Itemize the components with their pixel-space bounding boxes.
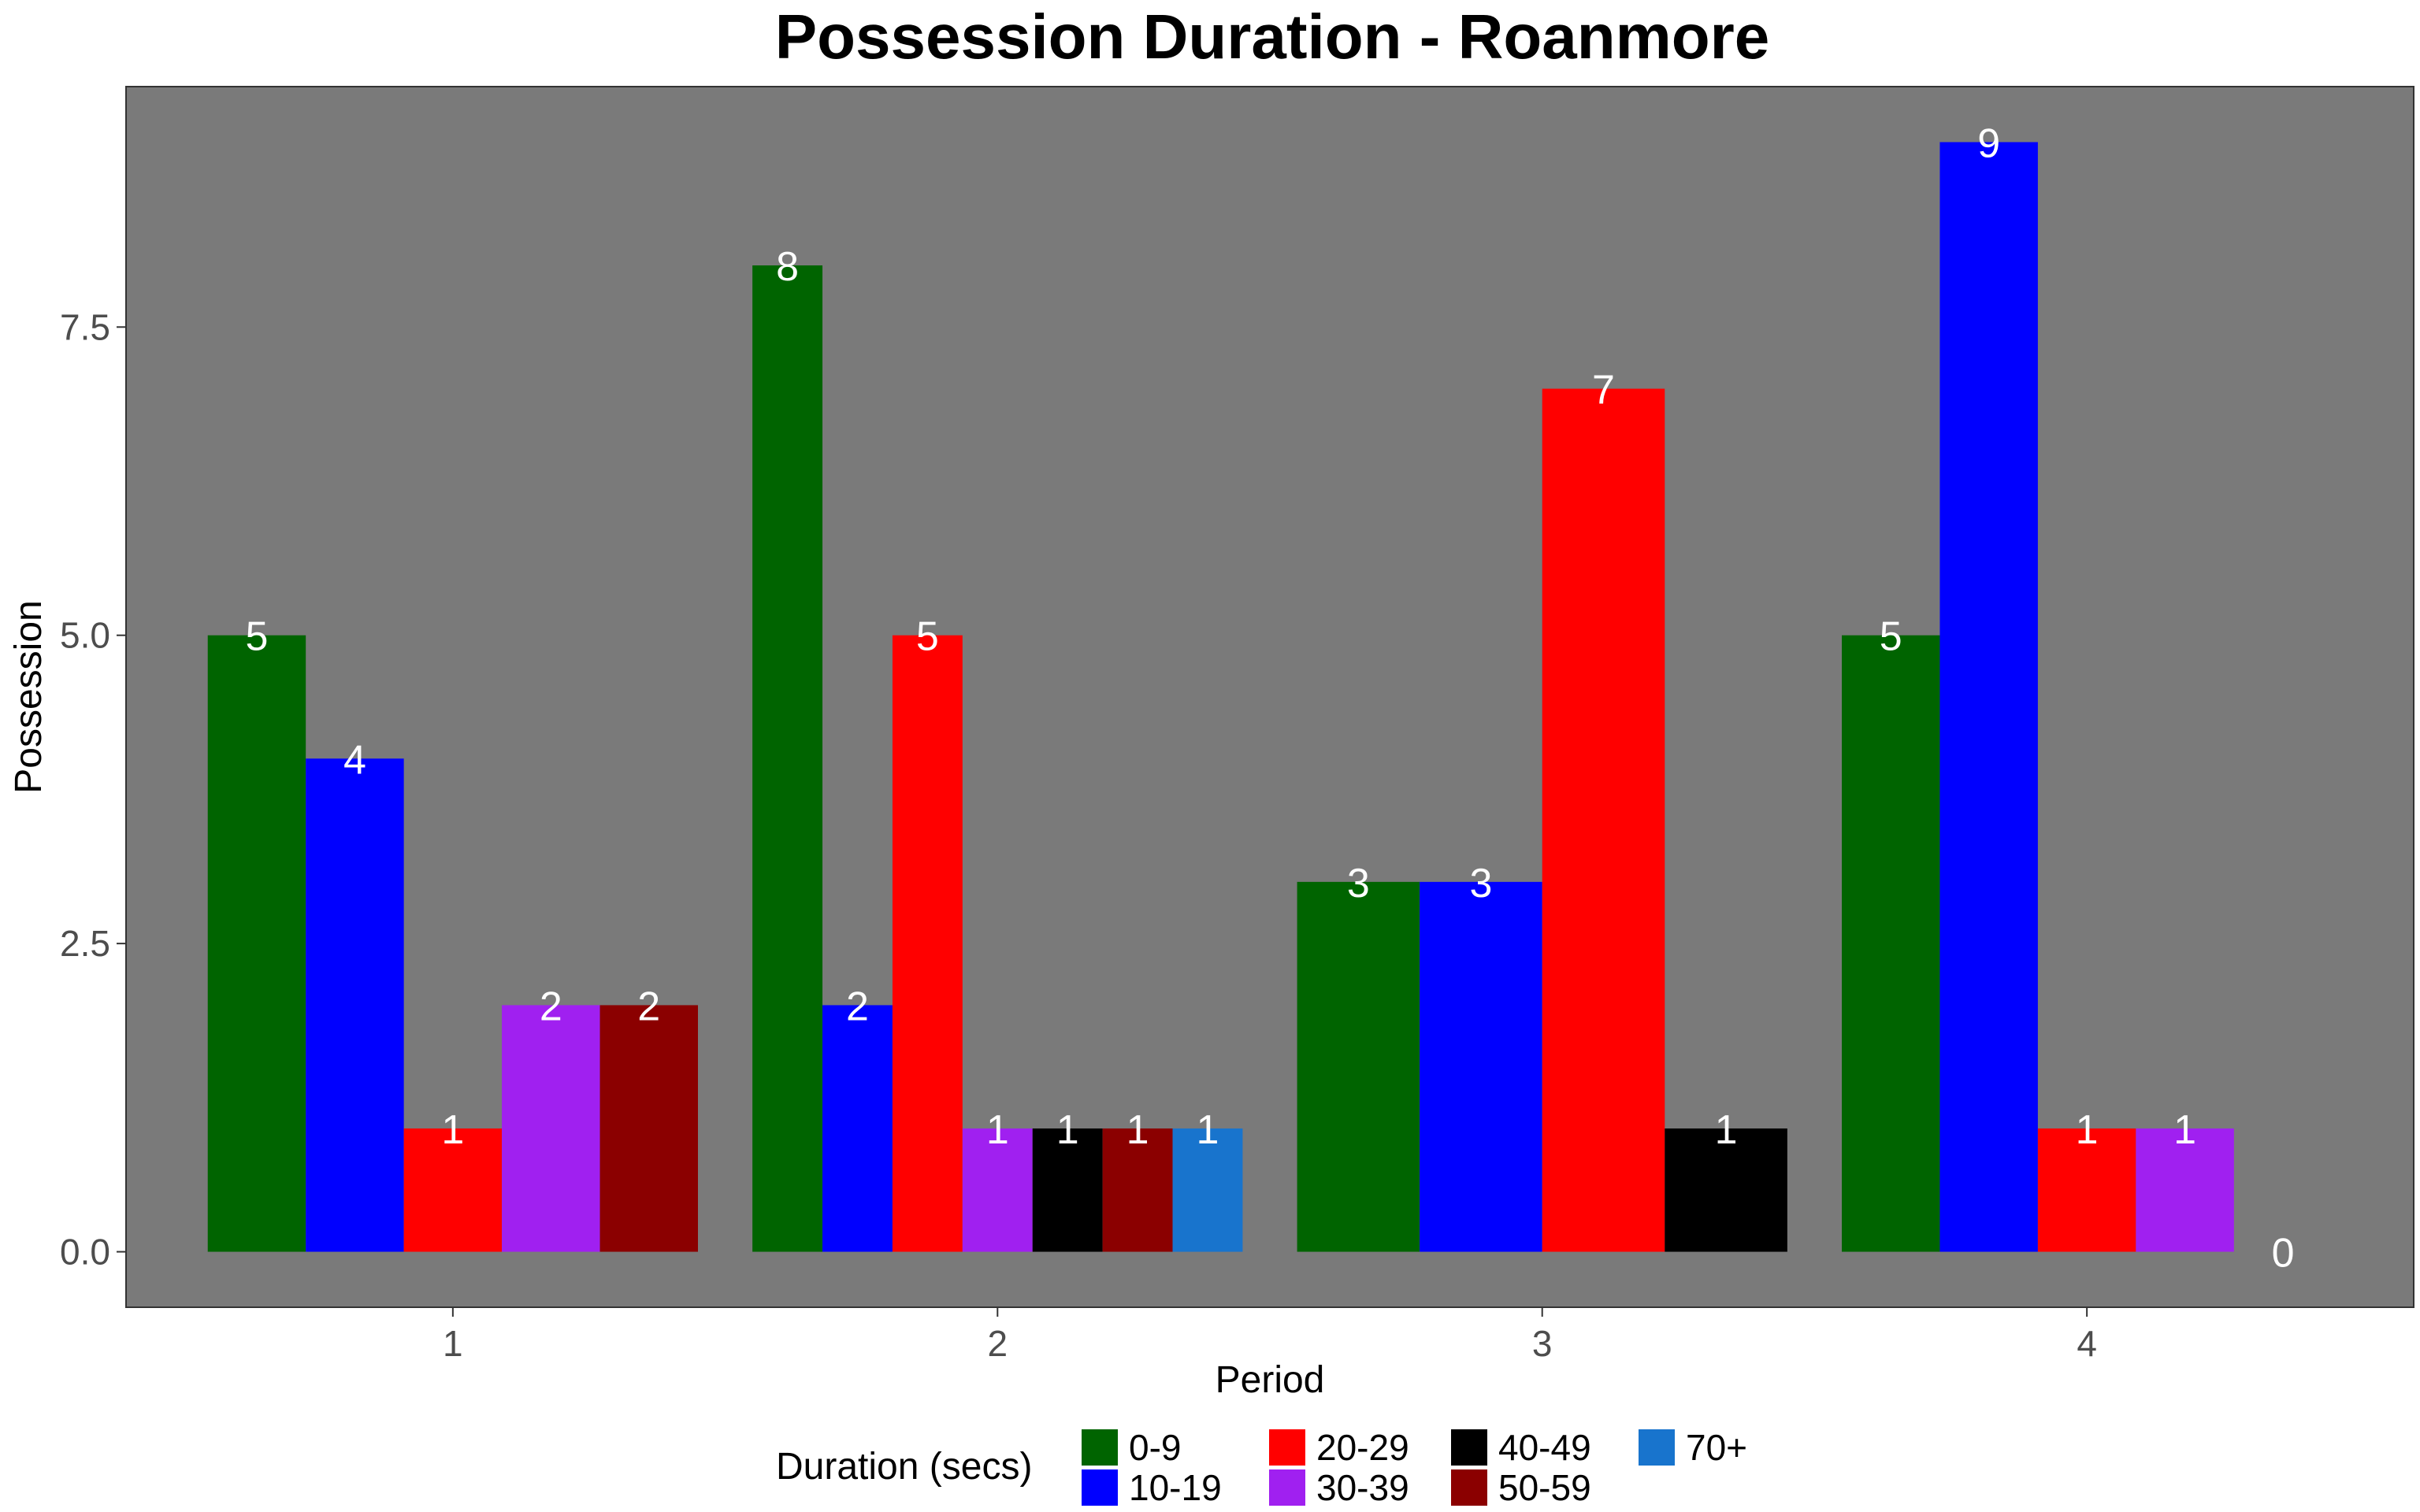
bar-period-3-0-9 — [1297, 881, 1420, 1252]
legend-label: 30-39 — [1316, 1467, 1409, 1508]
chart-title: Possession Duration - Roanmore — [775, 2, 1769, 72]
y-axis: 0.0 2.5 5.0 7.5 — [60, 306, 126, 1273]
y-axis-title: Possession — [8, 600, 50, 793]
bar-period-4-30-39 — [2136, 1128, 2234, 1252]
legend-label: 70+ — [1686, 1427, 1747, 1468]
x-tick-label: 3 — [1532, 1323, 1553, 1364]
x-axis: 1 2 3 4 — [443, 1307, 2097, 1364]
bar-value-label: 1 — [441, 1107, 464, 1153]
bar-value-label: 4 — [343, 737, 366, 783]
bar-value-label: 0 — [2272, 1231, 2295, 1277]
bar-value-label: 5 — [916, 614, 939, 660]
bar-value-label: 1 — [1197, 1107, 1219, 1153]
legend-key — [1451, 1469, 1487, 1506]
bar-period-3-40-49 — [1665, 1128, 1787, 1252]
bar-period-1-0-9 — [207, 635, 306, 1252]
bar-value-label: 1 — [2173, 1107, 2196, 1153]
legend-key — [1269, 1429, 1305, 1466]
bar-period-2-20-29 — [892, 635, 963, 1252]
bar-period-2-0-9 — [752, 265, 823, 1252]
legend-key — [1082, 1469, 1118, 1506]
legend-key — [1269, 1469, 1305, 1506]
bar-period-2-40-49 — [1032, 1128, 1103, 1252]
bar-period-4-0-9 — [1842, 635, 1940, 1252]
x-tick-label: 4 — [2077, 1323, 2097, 1364]
bar-period-2-10-19 — [822, 1005, 893, 1252]
bar-period-2-30-39 — [962, 1128, 1033, 1252]
bar-period-3-10-19 — [1420, 881, 1542, 1252]
legend-label: 40-49 — [1498, 1427, 1591, 1468]
bar-period-4-10-19 — [1939, 142, 2038, 1252]
bar-value-label: 9 — [1977, 120, 2000, 166]
x-tick-label: 2 — [987, 1323, 1008, 1364]
bar-period-2-50-59 — [1102, 1128, 1173, 1252]
x-tick-label: 1 — [443, 1323, 463, 1364]
legend-label: 0-9 — [1129, 1427, 1181, 1468]
bar-value-label: 1 — [1056, 1107, 1079, 1153]
bar-period-4-20-29 — [2037, 1128, 2136, 1252]
plot-panel — [125, 86, 2414, 1308]
bar-value-label: 1 — [986, 1107, 1009, 1153]
bar-period-3-20-29 — [1542, 388, 1665, 1252]
legend-key — [1082, 1429, 1118, 1466]
y-tick-label: 0.0 — [60, 1232, 110, 1273]
bar-value-label: 2 — [540, 984, 562, 1029]
y-tick-label: 2.5 — [60, 923, 110, 964]
legend-label: 50-59 — [1498, 1467, 1591, 1508]
bar-labels-layer: 5 4 1 2 2 8 2 5 1 1 1 1 3 3 7 1 5 9 1 1 0 — [245, 120, 2294, 1276]
x-axis-title: Period — [1216, 1359, 1325, 1401]
bar-period-1-50-59 — [599, 1005, 698, 1252]
legend-label: 20-29 — [1316, 1427, 1409, 1468]
bar-value-label: 2 — [637, 984, 660, 1029]
bar-value-label: 1 — [1126, 1107, 1149, 1153]
legend-label: 10-19 — [1129, 1467, 1222, 1508]
bars-layer — [207, 142, 2234, 1252]
bar-value-label: 5 — [1880, 614, 1902, 660]
bar-value-label: 3 — [1347, 861, 1370, 906]
bar-period-2-70plus — [1172, 1128, 1243, 1252]
bar-value-label: 1 — [1715, 1107, 1738, 1153]
bar-value-label: 2 — [846, 984, 869, 1029]
y-tick-label: 5.0 — [60, 615, 110, 656]
bar-period-1-20-29 — [403, 1128, 503, 1252]
legend-key — [1451, 1429, 1487, 1466]
bar-value-label: 3 — [1469, 861, 1492, 906]
bar-value-label: 8 — [776, 244, 799, 290]
y-tick-label: 7.5 — [60, 306, 110, 347]
bar-value-label: 5 — [245, 614, 268, 660]
legend-key — [1639, 1429, 1675, 1466]
bar-period-1-30-39 — [502, 1005, 600, 1252]
bar-value-label: 7 — [1592, 368, 1615, 413]
bar-value-label: 1 — [2076, 1107, 2099, 1153]
bar-period-1-10-19 — [306, 758, 404, 1252]
legend-title: Duration (secs) — [776, 1446, 1032, 1488]
